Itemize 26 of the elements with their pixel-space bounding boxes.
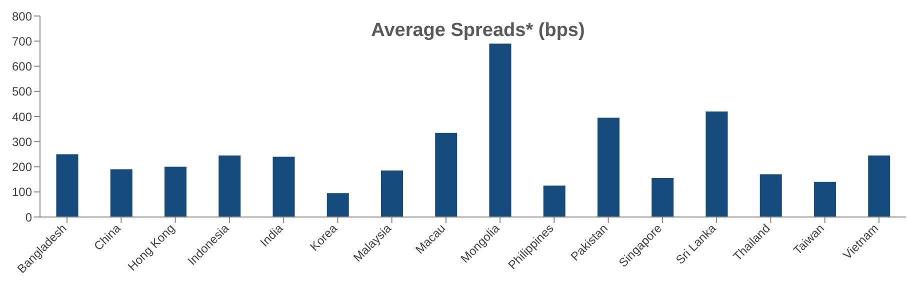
bar (326, 193, 349, 217)
chart-title: Average Spreads* (bps) (370, 20, 586, 42)
bar (868, 155, 890, 217)
y-tick-label: 200 (12, 160, 32, 174)
bar (760, 174, 782, 217)
y-tick-label: 400 (12, 110, 32, 124)
y-tick-label: 100 (12, 185, 32, 200)
bar (110, 169, 132, 217)
y-tick-label: 300 (12, 134, 32, 149)
bar (56, 154, 78, 217)
y-tick-label: 500 (12, 84, 32, 99)
y-tick-label: 600 (12, 60, 32, 74)
bar (814, 182, 836, 217)
bar (164, 166, 186, 217)
bar (597, 118, 620, 217)
bar (489, 44, 512, 217)
bar (706, 111, 728, 217)
bar (272, 156, 295, 217)
bar (218, 155, 241, 217)
bar (543, 186, 566, 217)
bar (435, 132, 458, 217)
bar (652, 178, 674, 217)
bar (380, 170, 403, 217)
y-tick-label: 0 (25, 210, 32, 224)
y-tick-label: 700 (12, 34, 32, 48)
y-tick-label: 800 (12, 9, 32, 24)
